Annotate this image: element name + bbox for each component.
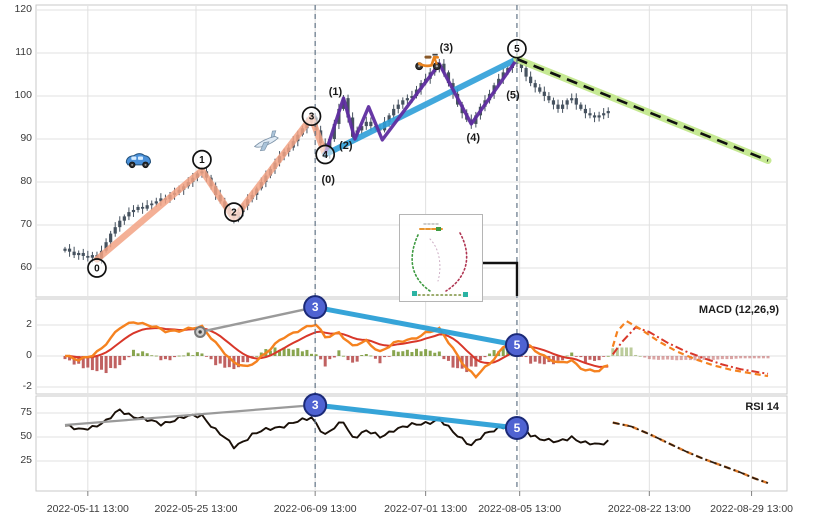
sub-wave-label: (4) [467, 132, 481, 144]
svg-text:5: 5 [514, 44, 520, 55]
sub-wave-label: (3) [440, 42, 454, 54]
svg-text:0: 0 [94, 264, 100, 275]
svg-text:2: 2 [231, 208, 237, 219]
rsi-panel-label: RSI 14 [745, 401, 779, 413]
panel-frame [35, 395, 788, 492]
car-icon [123, 147, 153, 171]
wave-point-badge[interactable] [504, 333, 529, 358]
target-wave-line [322, 56, 520, 158]
svg-text:5: 5 [514, 338, 521, 352]
forecast-dashed-line [516, 57, 769, 162]
wave-point-badge[interactable] [504, 415, 529, 440]
sub-wave-label: (5) [506, 89, 520, 101]
plane-icon [251, 129, 281, 153]
svg-text:3: 3 [309, 112, 315, 123]
inset-connector-line [483, 261, 519, 296]
sub-wave-label: (1) [329, 86, 343, 98]
panel-frame [35, 298, 788, 395]
inset-minimap[interactable] [399, 214, 483, 302]
wave-circle[interactable] [192, 149, 212, 170]
scooter-icon [413, 48, 443, 72]
wave-point-badge[interactable] [303, 295, 328, 320]
sub-wave-label: (0) [321, 174, 335, 186]
svg-text:3: 3 [312, 300, 319, 314]
svg-text:4: 4 [322, 150, 328, 161]
svg-text:1: 1 [199, 155, 205, 166]
wave-circle[interactable] [301, 106, 322, 127]
wave-circle[interactable] [87, 258, 107, 278]
inset-preview-graphic [411, 223, 469, 297]
svg-text:5: 5 [514, 421, 521, 435]
sub-wave-label: (2) [339, 140, 353, 152]
wave-circle[interactable] [507, 38, 527, 59]
svg-text:3: 3 [312, 398, 319, 412]
wave-circle[interactable] [315, 144, 336, 165]
sub-wave-line [323, 58, 519, 155]
wave-point-badge[interactable] [303, 393, 328, 418]
macd-panel-label: MACD (12,26,9) [698, 304, 779, 316]
wave-circle[interactable] [224, 202, 244, 222]
